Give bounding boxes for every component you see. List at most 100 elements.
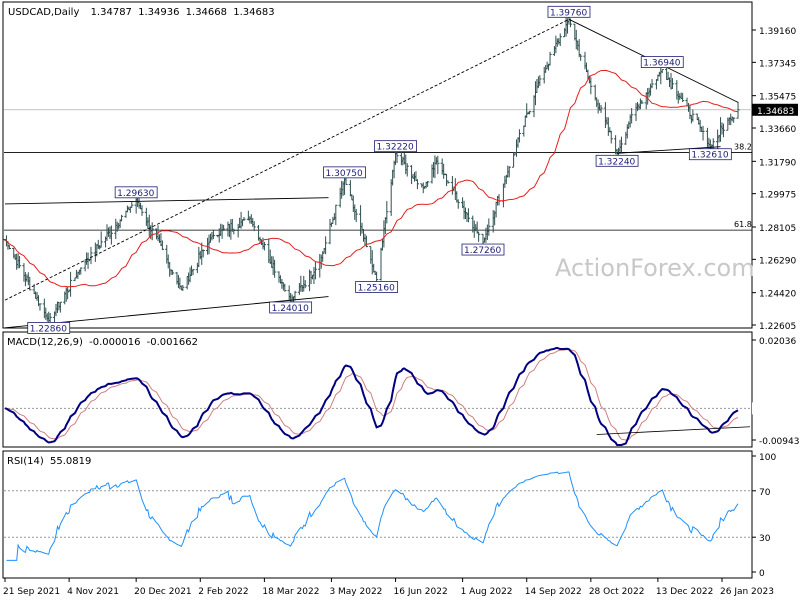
close-value: 1.34683 <box>233 7 274 18</box>
ohlc-bar <box>436 155 440 175</box>
dashed-channel-line <box>4 18 570 301</box>
pivot-label-box <box>374 140 417 153</box>
ohlc-bar <box>354 209 358 223</box>
pivot-label: 1.32220 <box>374 140 417 153</box>
price-header: USDCAD,Daily 1.34787 1.34936 1.34668 1.3… <box>8 7 275 18</box>
time-tick-label: 21 Sep 2021 <box>3 587 60 597</box>
ohlc-bar <box>630 108 634 124</box>
rsi-line <box>6 471 739 561</box>
pivot-label-box <box>640 56 684 68</box>
ohlc-bar <box>691 109 695 122</box>
macd-trendline <box>596 426 751 435</box>
price-tick-label: 1.31790 <box>759 158 796 168</box>
pivot-label-box <box>114 186 158 199</box>
ohlc-bar <box>456 199 460 209</box>
pivot-label: 1.32610 <box>688 148 732 161</box>
current-price-label: 1.34683 <box>757 107 794 117</box>
price-tick-label: 1.37345 <box>759 59 796 69</box>
pivot-label-text: 1.29630 <box>117 189 154 199</box>
macd-signal-line <box>4 348 739 441</box>
ohlc-bar <box>640 99 644 105</box>
open-value: 1.34787 <box>91 7 132 18</box>
ohlc-bar <box>17 256 22 269</box>
time-tick-label: 1 Aug 2022 <box>461 587 513 597</box>
pivot-label-text: 1.36940 <box>643 59 680 69</box>
pivot-label-box <box>355 281 399 293</box>
ohlc-bar <box>732 117 736 123</box>
pivot-label-box <box>269 301 313 314</box>
ohlc-bar <box>99 231 103 248</box>
pivot-label: 1.24010 <box>269 301 313 314</box>
time-tick-label: 4 Nov 2021 <box>67 587 119 597</box>
ohlc-bar <box>68 271 73 297</box>
time-tick-label: 2 Feb 2022 <box>198 587 248 597</box>
ohlc-bar <box>211 229 215 240</box>
ohlc-bar <box>507 166 511 178</box>
ohlc-bar <box>660 69 664 73</box>
ohlc-bar <box>303 280 307 289</box>
ohlc-bar <box>487 218 491 236</box>
price-tick-label: 1.28105 <box>759 224 796 234</box>
pivot-label-box <box>688 148 732 161</box>
rsi-tick-label: 0 <box>759 569 765 579</box>
pivot-label: 1.29630 <box>114 186 158 199</box>
price-tick-label: 1.26290 <box>759 256 796 266</box>
ohlc-bar <box>477 231 481 242</box>
rsi-panel-frame <box>2 450 753 579</box>
ohlc-bar <box>426 180 430 187</box>
macd-name: MACD(12,26,9) <box>7 337 83 348</box>
pivot-label-text: 1.27260 <box>464 246 501 256</box>
pivot-label-box <box>323 166 366 179</box>
watermark-text: ActionForex.com <box>555 254 755 282</box>
macd-main-value: -0.000016 <box>89 337 140 348</box>
ohlc-bar <box>170 269 175 275</box>
pivot-label-box <box>461 243 505 256</box>
symbol-label: USDCAD,Daily <box>8 7 79 18</box>
high-value: 1.34936 <box>138 7 179 18</box>
rsi-plot <box>4 471 752 561</box>
ohlc-bar <box>221 224 226 231</box>
ohlc-bar <box>650 79 654 89</box>
pivot-label-text: 1.32610 <box>691 151 728 161</box>
ohlc-bar <box>242 217 246 221</box>
ohlc-bar <box>79 267 83 275</box>
pivot-label-box <box>547 5 591 18</box>
macd-main-line <box>4 346 739 446</box>
ohlc-bar <box>609 130 613 144</box>
pivot-label-text: 1.32240 <box>598 157 635 167</box>
macd-tick-label: 0.02036 <box>759 337 796 347</box>
ohlc-bar <box>446 180 450 184</box>
ohlc-bar <box>364 235 369 248</box>
ohlc-bar <box>150 222 154 241</box>
pivot-label: 1.39760 <box>547 5 591 18</box>
pivot-label: 1.25160 <box>355 281 399 293</box>
rsi-name: RSI(14) <box>7 456 44 467</box>
price-tick-label: 1.24420 <box>759 290 796 300</box>
ohlc-bar <box>283 283 287 292</box>
price-tick-label: 1.39160 <box>759 27 796 37</box>
ohlc-bar <box>701 125 705 141</box>
rsi-tick-label: 70 <box>759 488 771 498</box>
ohlc-bar <box>201 249 205 258</box>
time-tick-label: 26 Jan 2023 <box>720 587 774 597</box>
pivot-label-text: 1.32220 <box>377 143 414 153</box>
ohlc-bar <box>262 241 267 251</box>
macd-tick-label: -0.009438 <box>759 437 800 447</box>
ohlc-bar <box>579 54 583 61</box>
macd-signal-value: -0.001662 <box>147 337 198 348</box>
price-tick-label: 1.22605 <box>759 322 796 332</box>
ohlc-bar <box>313 261 318 280</box>
ohlc-bar <box>466 208 471 223</box>
pivot-label-text: 1.39760 <box>550 8 587 18</box>
ohlc-bar <box>405 163 409 177</box>
pivot-label-box <box>27 322 71 334</box>
resistance-trendline <box>4 197 329 205</box>
time-tick-label: 13 Dec 2022 <box>656 587 714 597</box>
ohlc-bar <box>109 225 113 245</box>
rsi-tick-label: 100 <box>759 453 776 463</box>
ohlc-bar <box>517 129 522 143</box>
pivot-label: 1.27260 <box>461 243 505 256</box>
price-tick-label: 1.29975 <box>759 191 796 201</box>
price-panel-frame <box>2 1 753 329</box>
